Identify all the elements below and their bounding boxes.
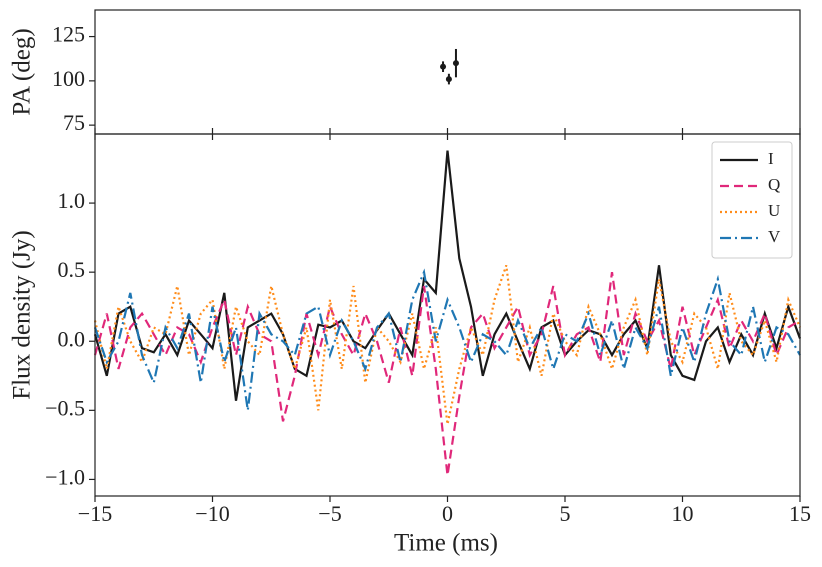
y-tick-label: 1.0 bbox=[58, 188, 86, 213]
plot-frame bbox=[94, 9, 801, 135]
x-tick-label: 0 bbox=[442, 501, 453, 526]
point bbox=[452, 60, 459, 67]
x-tick-label: 10 bbox=[672, 501, 694, 526]
x-tick-label: 5 bbox=[560, 501, 571, 526]
series-line bbox=[93, 264, 802, 425]
point bbox=[445, 76, 452, 83]
y-tick-label: −0.5 bbox=[45, 395, 85, 420]
y-tick-label: 0.5 bbox=[58, 257, 86, 282]
y-axis-label: Flux density (Jy) bbox=[9, 230, 36, 399]
series-line bbox=[93, 268, 801, 411]
series-line bbox=[93, 150, 802, 401]
x-tick-label: −15 bbox=[78, 501, 112, 526]
series-line bbox=[93, 272, 801, 476]
x-axis-label: Time (ms) bbox=[394, 530, 498, 557]
y-tick-label: 100 bbox=[52, 66, 85, 91]
legend-label: Q bbox=[768, 175, 780, 194]
y-tick-label: 75 bbox=[63, 110, 85, 135]
y-axis-label: PA (deg) bbox=[9, 28, 36, 115]
legend-box bbox=[711, 141, 793, 259]
legend-label: I bbox=[768, 149, 774, 168]
y-tick-label: 125 bbox=[52, 22, 85, 47]
y-tick-label: 0.0 bbox=[58, 326, 86, 351]
legend-label: U bbox=[768, 201, 780, 220]
x-tick-label: 15 bbox=[789, 501, 811, 526]
y-tick-label: −1.0 bbox=[45, 464, 85, 489]
x-tick-label: −5 bbox=[318, 501, 341, 526]
x-tick-label: −10 bbox=[195, 501, 229, 526]
point bbox=[440, 63, 447, 70]
legend-label: V bbox=[768, 227, 781, 246]
plot-frame bbox=[94, 133, 801, 497]
